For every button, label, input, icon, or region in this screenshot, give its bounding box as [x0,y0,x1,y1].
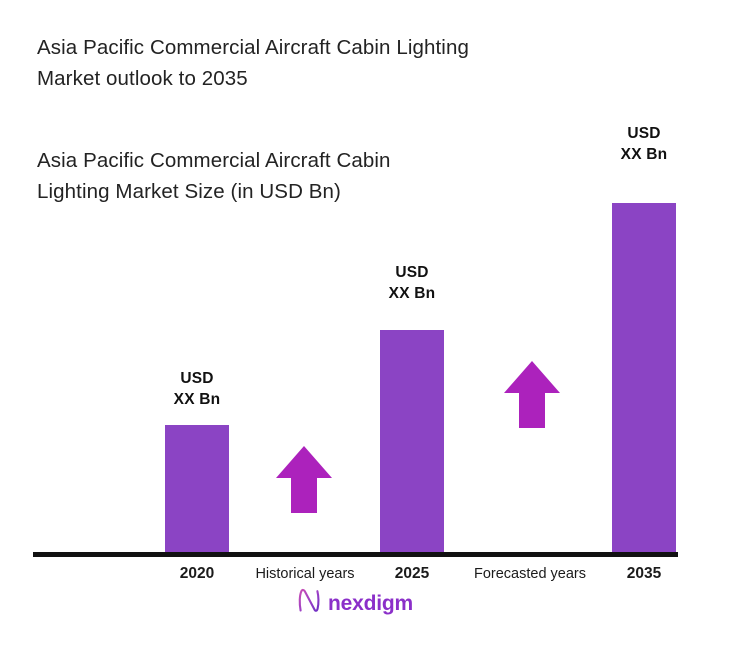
x-axis-line [33,552,678,557]
bar-label-2025: USD XX Bn [388,264,436,302]
x-axis-label-forecasted-years: Forecasted years [473,566,587,582]
nexdigm-wordmark: nexdigm [328,592,413,615]
x-axis-label-2035: 2035 [626,565,662,582]
growth-arrow-forecasted [504,361,560,428]
bar-label-2020: USD XX Bn [173,370,221,408]
bar-2025 [380,330,444,555]
x-axis-label-historical-years: Historical years [255,566,355,582]
x-axis-label-2025: 2025 [394,565,430,582]
nexdigm-logo: nexdigm [296,588,413,619]
x-axis-label-2020: 2020 [179,565,215,582]
growth-arrow-historical [276,446,332,513]
chart-subtitle: Asia Pacific Commercial Aircraft Cabin L… [37,149,391,203]
nexdigm-n-mark-icon [296,588,322,619]
bar-label-2035: USD XX Bn [620,125,668,163]
bar-2035 [612,203,676,555]
page-title: Asia Pacific Commercial Aircraft Cabin L… [37,36,469,90]
bar-2020 [165,425,229,555]
